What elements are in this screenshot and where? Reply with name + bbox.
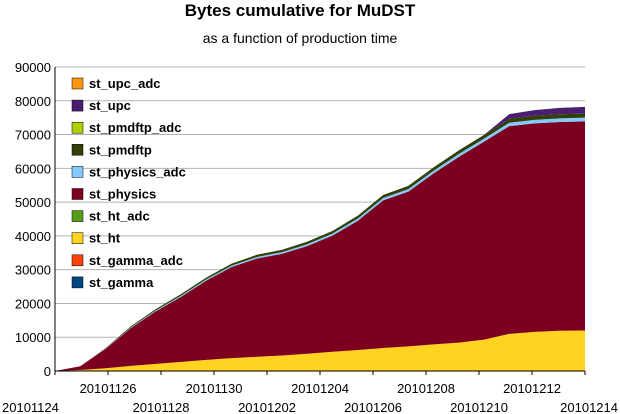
x-tick-label: 20101126 <box>80 381 137 396</box>
x-tick-label: 20101130 <box>186 381 243 396</box>
legend-swatch <box>71 210 84 222</box>
axis-layer: 0 10000 20000 30000 40000 50000 60000 70000 8000… <box>2 60 618 414</box>
x-tick-label: 20101212 <box>503 381 561 396</box>
legend-item: st_pmdftp <box>71 142 152 157</box>
legend-item: st_upc <box>71 98 131 113</box>
x-tick-label: 20101124 <box>2 400 59 414</box>
legend-item: st_ht_adc <box>71 209 150 224</box>
y-tick-label: 60000 <box>15 161 51 176</box>
y-tick-label: 40000 <box>15 229 51 244</box>
chart-subtitle: as a function of production time <box>203 30 398 46</box>
legend-swatch <box>71 99 84 112</box>
y-tick-label: 0 <box>44 364 51 379</box>
grid-layer <box>55 66 585 338</box>
legend-swatch <box>71 276 84 289</box>
y-tick-label: 50000 <box>15 195 51 210</box>
legend-item: st_physics_adc <box>71 164 186 179</box>
legend-item: st_upc_adc <box>71 76 161 91</box>
area-st-ht <box>55 330 585 371</box>
legend-swatch <box>71 254 84 267</box>
legend-item: st_gamma <box>71 275 154 290</box>
legend-label: st_physics_adc <box>89 164 186 179</box>
legend-item: st_pmdftp_adc <box>71 120 181 135</box>
legend-swatch <box>71 121 84 134</box>
x-tick-label: 20101204 <box>291 381 349 396</box>
x-tick-label: 20101210 <box>450 400 508 414</box>
x-tick-label: 20101206 <box>344 400 402 414</box>
y-tick-label: 20000 <box>15 296 51 311</box>
legend: st_upc_adc st_upc st_pmdftp_adc st_pmdftpst… <box>71 76 186 290</box>
legend-label: st_upc_adc <box>89 76 161 91</box>
legend-label: st_pmdftp_adc <box>89 120 181 135</box>
area-st-physics <box>55 121 585 371</box>
legend-item: st_gamma_adc <box>71 253 183 268</box>
x-tick-label: 20101208 <box>397 381 455 396</box>
y-tick-label: 80000 <box>15 94 51 109</box>
legend-label: st_physics <box>89 187 156 202</box>
legend-swatch <box>71 77 84 90</box>
chart-title: Bytes cumulative for MuDST <box>185 1 416 20</box>
legend-swatch <box>71 144 84 156</box>
legend-label: st_gamma <box>89 275 154 290</box>
legend-item: st_physics <box>71 187 156 202</box>
legend-label: st_ht <box>89 231 121 246</box>
legend-swatch <box>71 232 84 244</box>
y-tick-label: 90000 <box>15 60 51 75</box>
legend-swatch <box>71 166 84 178</box>
y-tick-label: 70000 <box>15 128 51 143</box>
legend-item: st_ht <box>71 231 121 246</box>
legend-label: st_ht_adc <box>89 209 150 224</box>
x-tick-label: 20101202 <box>238 400 296 414</box>
legend-label: st_pmdftp <box>89 142 152 157</box>
x-tick-label: 20101214 <box>560 400 618 414</box>
legend-swatch <box>71 188 84 200</box>
y-tick-label: 30000 <box>15 263 51 278</box>
y-tick-label: 10000 <box>15 330 51 345</box>
x-tick-label: 20101128 <box>133 400 190 414</box>
legend-label: st_gamma_adc <box>89 253 183 268</box>
legend-label: st_upc <box>89 98 131 113</box>
area-layer <box>55 106 585 372</box>
